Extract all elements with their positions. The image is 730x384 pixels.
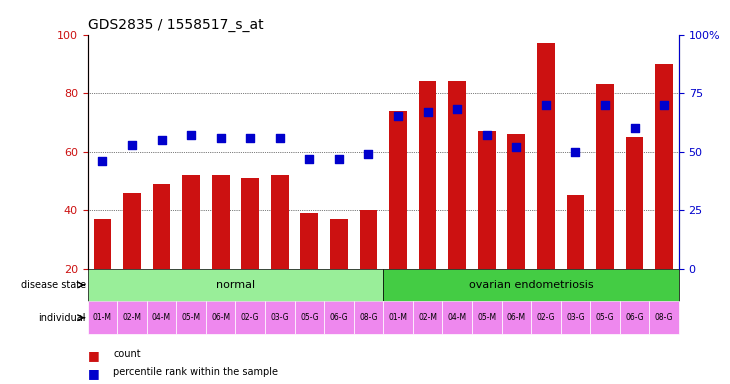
Point: [245, 134, 256, 141]
Text: ovarian endometriosis: ovarian endometriosis: [469, 280, 593, 290]
Bar: [531, 301, 561, 334]
Text: 03-G: 03-G: [566, 313, 585, 322]
Bar: [650, 301, 679, 334]
Bar: [383, 301, 413, 334]
Text: 05-G: 05-G: [596, 313, 615, 322]
Text: 02-M: 02-M: [418, 313, 437, 322]
Text: 06-G: 06-G: [329, 313, 348, 322]
Bar: [177, 301, 206, 334]
Point: [304, 156, 315, 162]
Bar: [123, 192, 141, 268]
Point: [658, 102, 670, 108]
Point: [629, 125, 640, 131]
Bar: [561, 301, 591, 334]
Text: 06-G: 06-G: [625, 313, 644, 322]
Text: ■: ■: [88, 349, 99, 362]
Text: 02-M: 02-M: [123, 313, 142, 322]
Text: 08-G: 08-G: [359, 313, 377, 322]
Point: [569, 149, 581, 155]
Text: 05-M: 05-M: [182, 313, 201, 322]
Point: [510, 144, 522, 150]
Bar: [301, 213, 318, 268]
Point: [215, 134, 226, 141]
Bar: [591, 301, 620, 334]
Text: 05-M: 05-M: [477, 313, 496, 322]
Text: 08-G: 08-G: [655, 313, 673, 322]
Point: [333, 156, 345, 162]
Bar: [330, 219, 347, 268]
Text: 06-M: 06-M: [507, 313, 526, 322]
Bar: [620, 301, 650, 334]
Bar: [448, 81, 466, 268]
Bar: [478, 131, 496, 268]
Bar: [295, 301, 324, 334]
Bar: [383, 268, 679, 301]
Text: 03-G: 03-G: [270, 313, 289, 322]
Point: [481, 132, 493, 138]
Bar: [566, 195, 584, 268]
Point: [185, 132, 197, 138]
Bar: [502, 301, 531, 334]
Text: 06-M: 06-M: [211, 313, 230, 322]
Bar: [88, 268, 383, 301]
Bar: [656, 64, 673, 268]
Point: [422, 109, 434, 115]
Bar: [206, 301, 235, 334]
Bar: [537, 43, 555, 268]
Point: [155, 137, 167, 143]
Bar: [88, 301, 117, 334]
Text: 02-G: 02-G: [241, 313, 259, 322]
Bar: [360, 210, 377, 268]
Bar: [324, 301, 353, 334]
Bar: [596, 84, 614, 268]
Bar: [389, 111, 407, 268]
Text: 05-G: 05-G: [300, 313, 319, 322]
Bar: [182, 175, 200, 268]
Text: 01-M: 01-M: [388, 313, 407, 322]
Bar: [153, 184, 170, 268]
Bar: [442, 301, 472, 334]
Bar: [413, 301, 442, 334]
Bar: [242, 178, 259, 268]
Bar: [419, 81, 437, 268]
Point: [451, 106, 463, 113]
Text: 04-M: 04-M: [447, 313, 466, 322]
Text: percentile rank within the sample: percentile rank within the sample: [113, 367, 278, 377]
Text: GDS2835 / 1558517_s_at: GDS2835 / 1558517_s_at: [88, 18, 264, 32]
Text: individual: individual: [39, 313, 86, 323]
Text: 04-M: 04-M: [152, 313, 171, 322]
Point: [274, 134, 285, 141]
Bar: [472, 301, 502, 334]
Bar: [507, 134, 525, 268]
Bar: [235, 301, 265, 334]
Bar: [271, 175, 288, 268]
Bar: [117, 301, 147, 334]
Text: count: count: [113, 349, 141, 359]
Bar: [354, 301, 383, 334]
Bar: [212, 175, 229, 268]
Point: [599, 102, 611, 108]
Text: disease state: disease state: [21, 280, 86, 290]
Text: 02-G: 02-G: [537, 313, 555, 322]
Text: ■: ■: [88, 367, 99, 380]
Point: [540, 102, 552, 108]
Bar: [147, 301, 177, 334]
Bar: [626, 137, 643, 268]
Point: [363, 151, 374, 157]
Point: [96, 158, 108, 164]
Text: normal: normal: [216, 280, 255, 290]
Point: [126, 141, 138, 147]
Text: 01-M: 01-M: [93, 313, 112, 322]
Point: [392, 113, 404, 119]
Bar: [93, 219, 111, 268]
Bar: [265, 301, 295, 334]
